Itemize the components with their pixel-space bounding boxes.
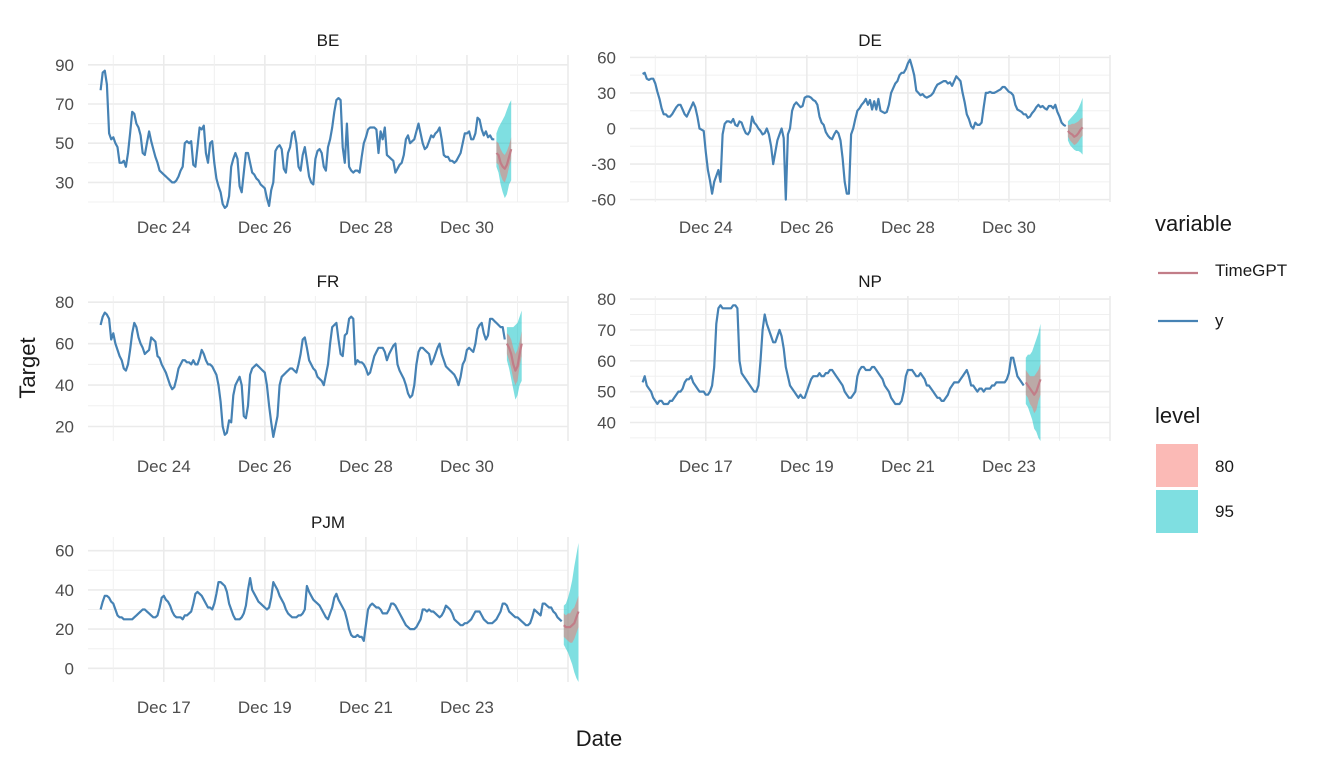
series-timegpt-line bbox=[495, 148, 513, 170]
y-axis-title: Target bbox=[15, 337, 40, 398]
series-timegpt-line bbox=[1024, 378, 1042, 396]
legend-key-80 bbox=[1156, 444, 1198, 487]
panel-title: NP bbox=[858, 272, 882, 291]
series-timegpt-line bbox=[1067, 126, 1084, 138]
y-tick-label: 60 bbox=[55, 335, 74, 354]
legend-variable-item-y: y bbox=[1215, 311, 1224, 330]
y-tick-label: 30 bbox=[55, 173, 74, 192]
series-timegpt-line bbox=[563, 611, 580, 629]
x-tick-label: Dec 17 bbox=[679, 457, 733, 476]
y-tick-label: 60 bbox=[597, 48, 616, 67]
x-tick-label: Dec 30 bbox=[440, 218, 494, 237]
x-tick-label: Dec 28 bbox=[339, 218, 393, 237]
series-y-line bbox=[99, 69, 495, 209]
x-tick-label: Dec 30 bbox=[440, 457, 494, 476]
legend-key-95 bbox=[1156, 490, 1198, 533]
x-tick-label: Dec 17 bbox=[137, 698, 191, 717]
y-tick-label: 80 bbox=[55, 293, 74, 312]
legend-level-item-80: 80 bbox=[1215, 457, 1234, 476]
panel-title: DE bbox=[858, 31, 882, 50]
y-tick-label: 40 bbox=[597, 413, 616, 432]
y-tick-label: -60 bbox=[591, 191, 616, 210]
y-tick-label: 60 bbox=[597, 352, 616, 371]
y-tick-label: 50 bbox=[55, 134, 74, 153]
series-y-line bbox=[641, 304, 1025, 406]
panel-title: PJM bbox=[311, 513, 345, 532]
x-tick-label: Dec 24 bbox=[679, 218, 733, 237]
x-tick-label: Dec 28 bbox=[339, 457, 393, 476]
series-y-line bbox=[642, 58, 1067, 201]
y-tick-label: 60 bbox=[55, 542, 74, 561]
y-tick-label: 70 bbox=[597, 321, 616, 340]
y-tick-label: 70 bbox=[55, 95, 74, 114]
panel-de: DE -60 -30 0 30 60 Dec 24 Dec 26 Dec 28 Dec 30 bbox=[591, 31, 1111, 237]
band-80 bbox=[496, 137, 512, 183]
y-tick-label: 90 bbox=[55, 56, 74, 75]
y-tick-label: 50 bbox=[597, 383, 616, 402]
panel-title: BE bbox=[317, 31, 340, 50]
x-tick-label: Dec 21 bbox=[339, 698, 393, 717]
series-timegpt-line bbox=[505, 343, 523, 372]
x-tick-label: Dec 24 bbox=[137, 218, 191, 237]
legend-level-title: level bbox=[1155, 403, 1201, 428]
x-tick-label: Dec 21 bbox=[881, 457, 935, 476]
panel-title: FR bbox=[317, 272, 340, 291]
y-tick-label: 80 bbox=[597, 290, 616, 309]
legend-variable-item-timegpt: TimeGPT bbox=[1215, 261, 1288, 280]
y-tick-label: 0 bbox=[65, 659, 74, 678]
band-80 bbox=[506, 331, 522, 386]
band-80 bbox=[563, 595, 579, 643]
panel-np: NP 40 50 60 70 80 Dec 17 Dec 19 Dec 21 Dec 23 bbox=[597, 272, 1111, 476]
panel-pjm: PJM 0 20 40 60 Dec 17 Dec 19 Dec 21 Dec 23 bbox=[55, 513, 580, 717]
x-tick-label: Dec 30 bbox=[982, 218, 1036, 237]
x-tick-label: Dec 24 bbox=[137, 457, 191, 476]
series-y-line bbox=[99, 577, 563, 642]
y-tick-label: 40 bbox=[55, 581, 74, 600]
y-tick-label: 20 bbox=[55, 418, 74, 437]
x-tick-label: Dec 19 bbox=[238, 698, 292, 717]
x-tick-label: Dec 23 bbox=[440, 698, 494, 717]
x-tick-label: Dec 19 bbox=[780, 457, 834, 476]
x-tick-label: Dec 23 bbox=[982, 457, 1036, 476]
x-tick-label: Dec 26 bbox=[238, 218, 292, 237]
band-80 bbox=[1025, 363, 1041, 414]
y-tick-label: -30 bbox=[591, 155, 616, 174]
x-tick-label: Dec 26 bbox=[238, 457, 292, 476]
series-y-line bbox=[99, 311, 506, 438]
y-tick-label: 0 bbox=[607, 120, 616, 139]
y-tick-label: 20 bbox=[55, 620, 74, 639]
panel-fr: FR 20 40 60 80 Dec 24 Dec 26 Dec 28 Dec 30 bbox=[55, 272, 569, 476]
legend-level-item-95: 95 bbox=[1215, 502, 1234, 521]
legend-variable-title: variable bbox=[1155, 211, 1233, 236]
x-tick-label: Dec 28 bbox=[881, 218, 935, 237]
band-80 bbox=[1067, 117, 1083, 146]
y-tick-label: 30 bbox=[597, 84, 616, 103]
x-axis-title: Date bbox=[576, 726, 622, 751]
x-tick-label: Dec 26 bbox=[780, 218, 834, 237]
y-tick-label: 40 bbox=[55, 376, 74, 395]
panel-be: BE 30 50 70 90 Dec 24 Dec 26 Dec 28 Dec 30 bbox=[55, 31, 569, 237]
